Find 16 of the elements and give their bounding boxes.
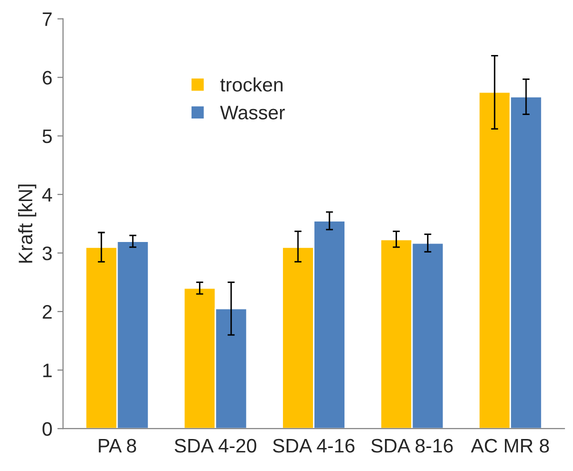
x-tick-label: SDA 8-16 [371,438,453,453]
y-tick-label: 4 [42,188,52,202]
x-tick-label: PA 8 [98,438,136,453]
y-tick-label: 1 [43,364,52,378]
x-tick-label: AC MR 8 [470,438,549,453]
legend-label: trocken [220,77,282,92]
y-tick-label: 5 [42,130,52,144]
legend-label: Wasser [220,106,285,120]
y-tick-label: 3 [42,246,52,260]
x-tick-label: SDA 4-20 [174,438,256,453]
y-tick-label: 0 [42,422,52,436]
y-tick-label: 6 [42,70,52,85]
y-tick-label: 2 [42,305,52,319]
y-tick-label: 7 [42,12,52,26]
x-tick-label: SDA 4-16 [272,438,354,453]
y-axis-title: Kraft [kN] [18,184,36,263]
